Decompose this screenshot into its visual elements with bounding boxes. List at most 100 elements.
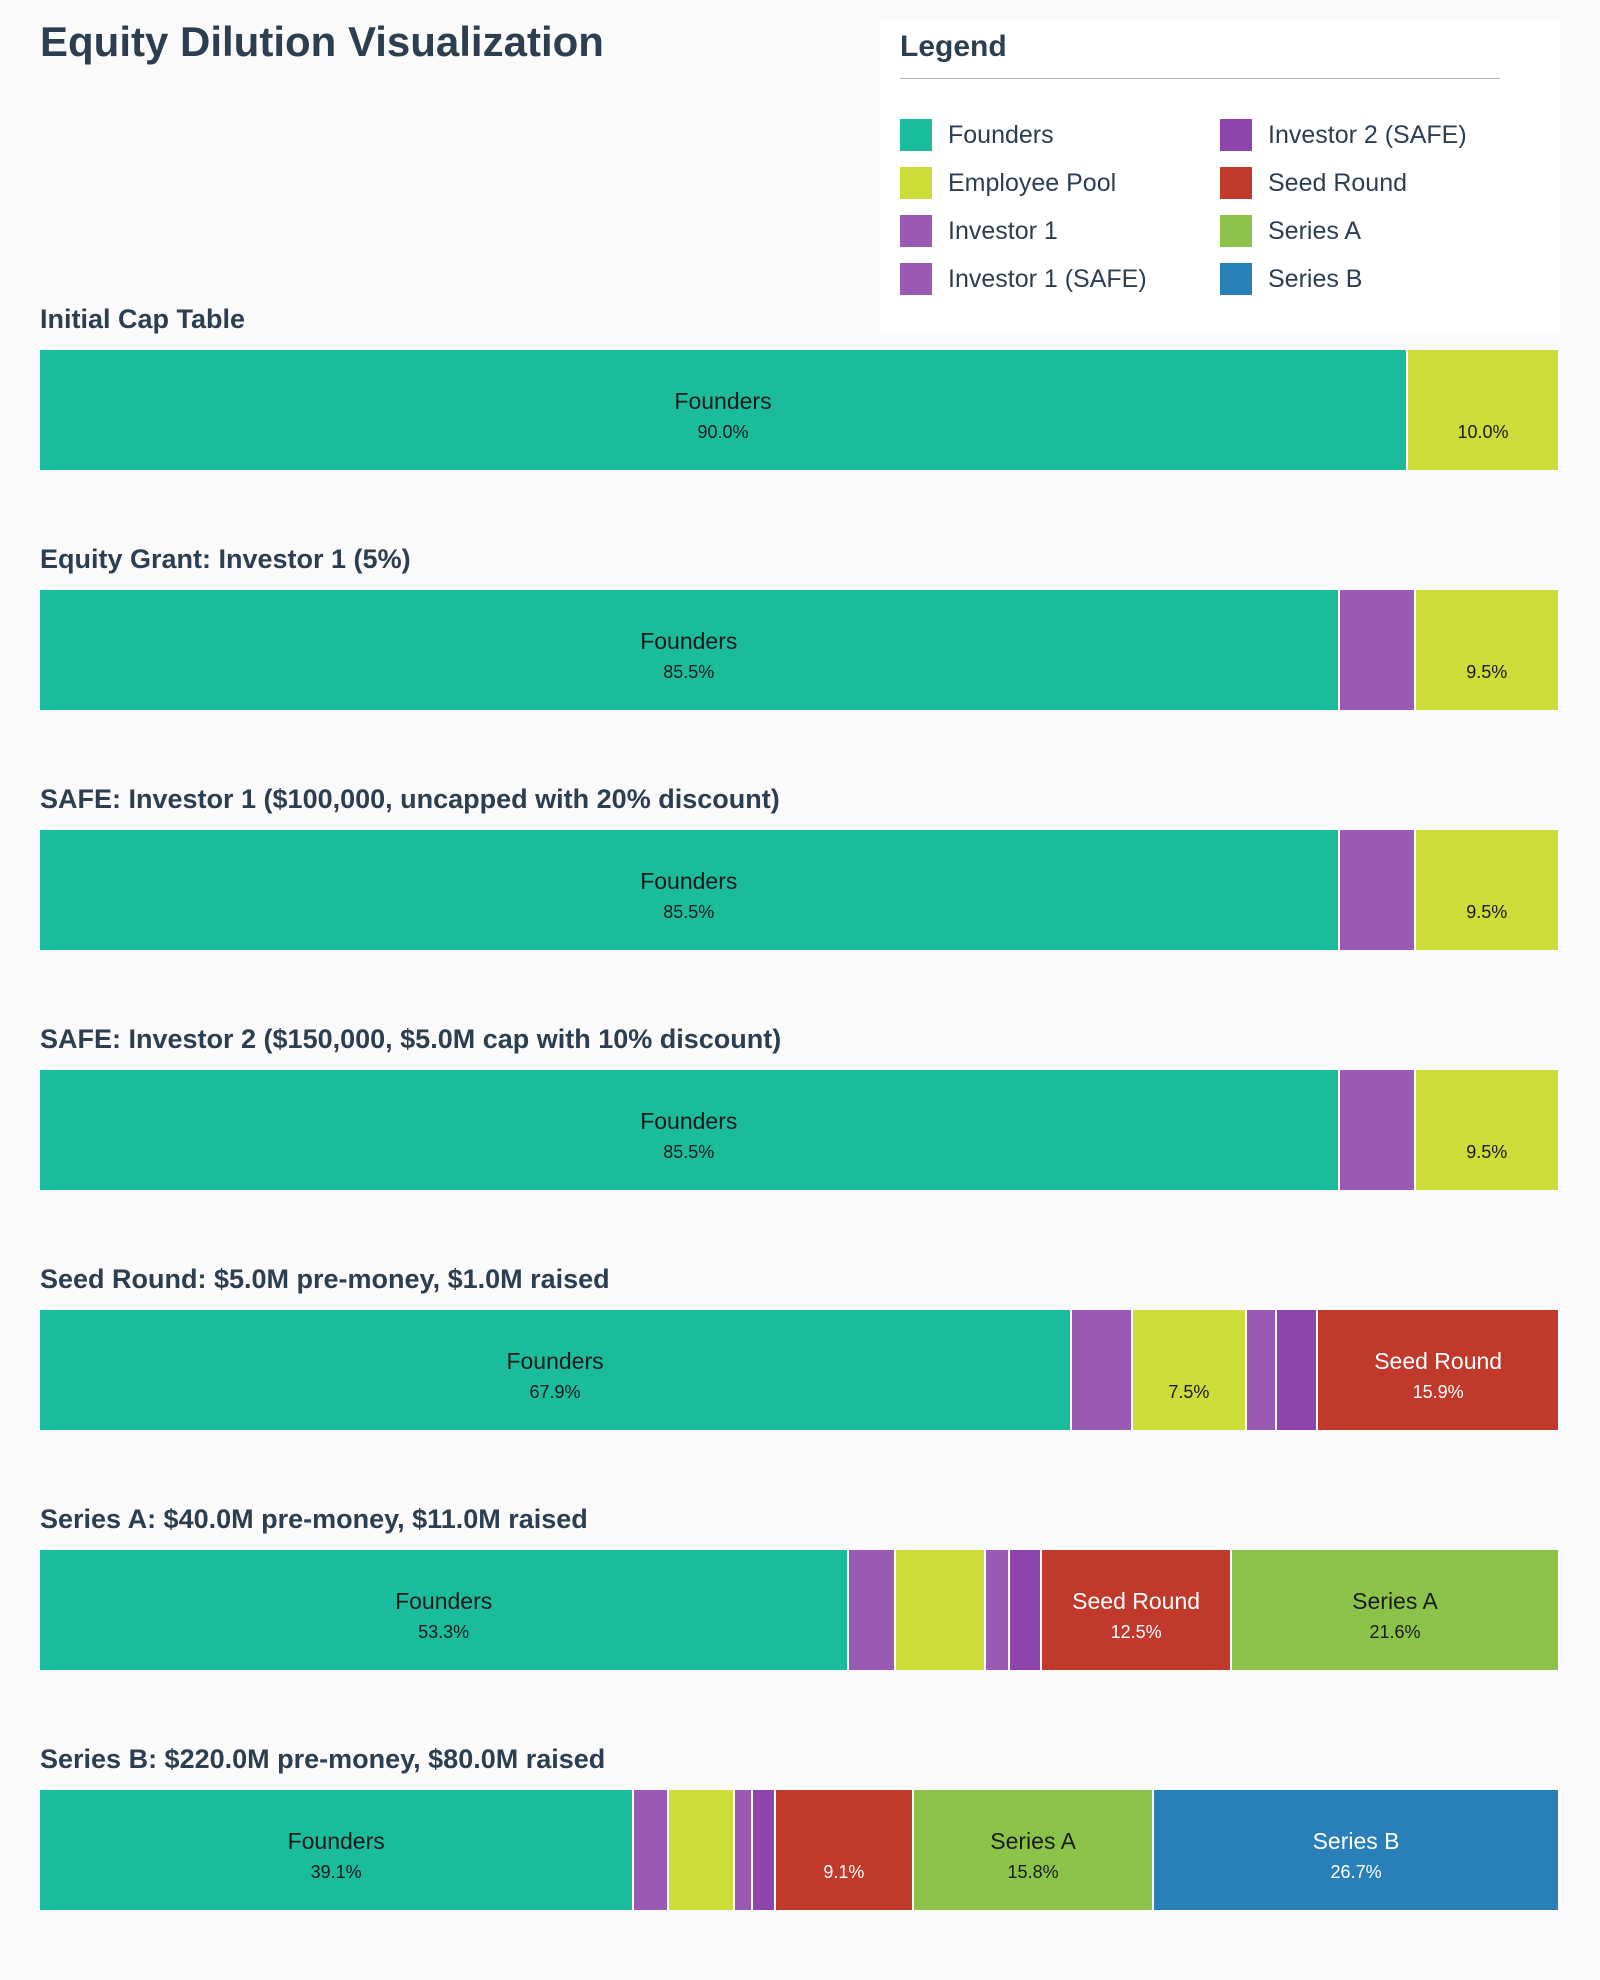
segment-percent-label: 26.7%	[1330, 1862, 1382, 1882]
bar-segment	[986, 1550, 1011, 1670]
legend-label: Investor 2 (SAFE)	[1268, 120, 1467, 149]
legend-swatch	[900, 215, 932, 247]
bar-segment: Seed Round 12.5%	[1042, 1550, 1232, 1670]
stacked-bar: Founders 85.5% 9.5%	[40, 590, 1560, 710]
legend-label: Investor 1	[948, 216, 1058, 245]
bar-segment: 9.5%	[1415, 1070, 1560, 1190]
legend-item: Investor 1	[900, 214, 1058, 248]
bar-segment	[1339, 590, 1416, 710]
bar-segment: Series A 15.8%	[914, 1790, 1155, 1910]
segment-percent-label: 9.5%	[1466, 902, 1508, 922]
bar-segment: Founders 39.1%	[40, 1790, 635, 1910]
segment-percent-label: 39.1%	[310, 1862, 362, 1882]
segment-name-label: Seed Round	[1374, 1348, 1503, 1374]
legend-label: Series B	[1268, 264, 1363, 293]
legend-swatch	[900, 263, 932, 295]
segment-name-label: Founders	[287, 1828, 385, 1854]
legend-swatch	[1220, 215, 1252, 247]
stacked-bar: Founders 85.5% 9.5%	[40, 1070, 1560, 1190]
segment-percent-label: 9.5%	[1466, 662, 1508, 682]
segment-name-label: Founders	[640, 628, 738, 654]
segment-name-label: Founders	[395, 1588, 493, 1614]
round-title: Series A: $40.0M pre-money, $11.0M raise…	[40, 1504, 588, 1534]
legend-swatch	[900, 119, 932, 151]
bar-segment: 9.1%	[775, 1790, 914, 1910]
bar-segment: 7.5%	[1132, 1310, 1247, 1430]
segment-percent-label: 85.5%	[663, 902, 715, 922]
segment-name-label: Seed Round	[1072, 1588, 1201, 1614]
segment-percent-label: 15.9%	[1412, 1382, 1464, 1402]
legend-item: Investor 2 (SAFE)	[1220, 118, 1467, 152]
segment-percent-label: 7.5%	[1168, 1382, 1210, 1402]
stacked-bar: Founders 85.5% 9.5%	[40, 830, 1560, 950]
segment-name-label: Founders	[640, 1108, 738, 1134]
legend-label: Series A	[1268, 216, 1362, 245]
segment-percent-label: 9.1%	[823, 1862, 865, 1882]
segment-percent-label: 90.0%	[697, 422, 749, 442]
legend-item: Employee Pool	[900, 166, 1116, 200]
legend-swatch	[1220, 167, 1252, 199]
bar-segment: 9.5%	[1415, 590, 1560, 710]
legend-label: Employee Pool	[948, 168, 1117, 197]
legend-item: Founders	[900, 118, 1054, 152]
round-title: SAFE: Investor 2 ($150,000, $5.0M cap wi…	[40, 1024, 782, 1054]
bar-segment: Founders 53.3%	[40, 1550, 850, 1670]
legend-swatch	[1220, 263, 1252, 295]
bar-segment: Series A 21.6%	[1232, 1550, 1560, 1670]
segment-percent-label: 10.0%	[1457, 422, 1509, 442]
bar-segment: 10.0%	[1408, 350, 1560, 470]
bar-segment	[752, 1790, 776, 1910]
legend-swatch	[900, 167, 932, 199]
round-title: Initial Cap Table	[40, 304, 246, 334]
segment-percent-label: 67.9%	[529, 1382, 581, 1402]
segment-percent-label: 21.6%	[1369, 1622, 1421, 1642]
bar-segment	[634, 1790, 670, 1910]
stacked-bar: Founders 67.9% 7.5% Seed Round 15.9%	[40, 1310, 1560, 1430]
segment-name-label: Series A	[990, 1828, 1076, 1854]
bar-segment	[896, 1550, 986, 1670]
legend-title: Legend	[900, 30, 1007, 63]
legend-item: Seed Round	[1220, 166, 1407, 200]
round-title: Series B: $220.0M pre-money, $80.0M rais…	[40, 1744, 606, 1774]
bar-segment	[1339, 1070, 1416, 1190]
page-title: Equity Dilution Visualization	[40, 18, 604, 65]
legend: Legend Founders Employee Pool Investor 1 In…	[880, 20, 1560, 335]
bar-segment: 9.5%	[1415, 830, 1560, 950]
bar-segment: Founders 67.9%	[40, 1310, 1073, 1430]
bar-segment: Seed Round 15.9%	[1318, 1310, 1560, 1430]
segment-percent-label: 15.8%	[1007, 1862, 1059, 1882]
legend-label: Investor 1 (SAFE)	[948, 264, 1147, 293]
legend-item: Series B	[1220, 262, 1362, 296]
bar-segment	[1246, 1310, 1278, 1430]
segment-name-label: Founders	[640, 868, 738, 894]
bar-segment: Founders 85.5%	[40, 1070, 1340, 1190]
bar-segment: Founders 85.5%	[40, 830, 1340, 950]
segment-percent-label: 53.3%	[418, 1622, 470, 1642]
segment-percent-label: 9.5%	[1466, 1142, 1508, 1162]
stacked-bar: Founders 39.1% 9.1% Series A 15.8% Series B 26…	[40, 1790, 1560, 1910]
segment-name-label: Founders	[506, 1348, 604, 1374]
segment-name-label: Founders	[674, 388, 772, 414]
bar-segment	[1010, 1550, 1043, 1670]
segment-percent-label: 85.5%	[663, 662, 715, 682]
stacked-bar: Founders 90.0% 10.0%	[40, 350, 1560, 470]
legend-divider	[900, 78, 1500, 79]
round-title: Equity Grant: Investor 1 (5%)	[40, 544, 411, 574]
bar-segment: Founders 90.0%	[40, 350, 1408, 470]
legend-item: Series A	[1220, 214, 1361, 248]
bar-segment	[849, 1550, 897, 1670]
legend-swatch	[1220, 119, 1252, 151]
round-title: SAFE: Investor 1 ($100,000, uncapped wit…	[40, 784, 780, 814]
segment-percent-label: 12.5%	[1110, 1622, 1162, 1642]
round-title: Seed Round: $5.0M pre-money, $1.0M raise…	[40, 1264, 610, 1294]
segment-name-label: Series A	[1352, 1588, 1438, 1614]
bar-segment	[1072, 1310, 1133, 1430]
bar-segment	[734, 1790, 753, 1910]
bar-segment: Founders 85.5%	[40, 590, 1340, 710]
bar-segment	[1339, 830, 1416, 950]
stacked-bar: Founders 53.3% Seed Round 12.5% Series A 21.6…	[40, 1550, 1560, 1670]
bar-segment: Series B 26.7%	[1154, 1790, 1560, 1910]
legend-item: Investor 1 (SAFE)	[900, 262, 1147, 296]
segment-percent-label: 85.5%	[663, 1142, 715, 1162]
bar-segment	[669, 1790, 735, 1910]
